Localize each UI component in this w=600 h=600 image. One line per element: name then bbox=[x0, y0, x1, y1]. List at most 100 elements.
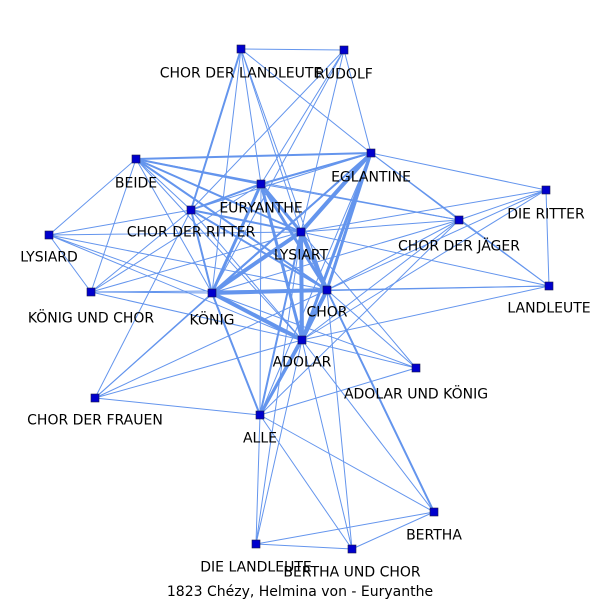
edge-chor-landleute bbox=[326, 285, 550, 291]
node-label-koenig: KÖNIG bbox=[190, 311, 235, 329]
edge-koenig-lysiard bbox=[48, 234, 213, 294]
node-bertha bbox=[429, 507, 439, 517]
edge-euryanthe-alle bbox=[259, 183, 262, 416]
node-lysiard bbox=[44, 230, 54, 240]
node-label-koenig-und-chor: KÖNIG UND CHOR bbox=[28, 309, 155, 327]
edge-chor-adolar-und-koenig bbox=[326, 289, 417, 369]
edge-adolar-chor-der-ritter bbox=[190, 209, 303, 341]
node-die-ritter bbox=[541, 185, 551, 195]
edge-adolar-landleute bbox=[301, 285, 550, 341]
node-label-beide: BEIDE bbox=[115, 176, 157, 192]
edge-alle-bertha bbox=[259, 414, 435, 513]
edge-adolar-bertha-und-chor bbox=[301, 339, 353, 550]
edge-euryanthe-chor-der-landleute bbox=[240, 48, 262, 185]
edge-adolar-alle bbox=[258, 338, 304, 417]
edge-lysiart-die-ritter bbox=[300, 189, 547, 233]
edge-lysiart-chor-der-jaeger bbox=[300, 219, 460, 233]
edge-adolar-lysiard bbox=[48, 234, 303, 341]
edge-chor-der-jaeger-landleute bbox=[458, 219, 550, 287]
node-label-lysiard: LYSIARD bbox=[20, 250, 78, 266]
edge-koenig-beide bbox=[135, 158, 213, 294]
node-label-bertha: BERTHA bbox=[406, 528, 462, 544]
edge-lysiard-koenig-und-chor bbox=[48, 234, 92, 293]
edge-rudolf-chor-der-ritter bbox=[190, 49, 345, 211]
edge-eglantine-beide bbox=[135, 152, 372, 160]
edge-chor-lysiard bbox=[48, 234, 328, 291]
edge-beide-lysiard bbox=[48, 158, 137, 236]
edge-adolar-die-ritter bbox=[301, 189, 547, 341]
edge-chor-der-frauen-eglantine bbox=[94, 152, 372, 399]
edge-chor-der-ritter-chor-der-frauen bbox=[94, 209, 192, 399]
node-label-alle: ALLE bbox=[243, 431, 277, 447]
edge-eglantine-rudolf bbox=[343, 49, 372, 154]
node-lysiart bbox=[296, 227, 306, 237]
edge-euryanthe-rudolf bbox=[260, 49, 345, 185]
node-label-landleute: LANDLEUTE bbox=[507, 301, 590, 317]
node-alle bbox=[255, 410, 265, 420]
edge-adolar-beide bbox=[135, 158, 303, 341]
edge-chor-beide bbox=[135, 158, 328, 291]
edge-chor-chor-der-jaeger bbox=[326, 219, 460, 291]
node-chor-der-jaeger bbox=[454, 215, 464, 225]
node-label-eglantine: EGLANTINE bbox=[331, 170, 411, 186]
node-euryanthe bbox=[256, 179, 266, 189]
edge-eglantine-chor-der-ritter bbox=[190, 152, 372, 211]
edge-eglantine-alle bbox=[259, 152, 372, 416]
edge-beide-koenig-und-chor bbox=[90, 158, 137, 293]
edge-lysiart-lysiard bbox=[48, 231, 302, 236]
edge-chor-chor-der-frauen bbox=[94, 289, 328, 399]
node-label-euryanthe: EURYANTHE bbox=[219, 201, 302, 217]
edge-bertha-bertha-und-chor bbox=[351, 511, 435, 550]
node-label-adolar: ADOLAR bbox=[273, 355, 332, 371]
node-label-bertha-und-chor: BERTHA UND CHOR bbox=[283, 565, 421, 581]
edge-chor-euryanthe bbox=[259, 182, 329, 292]
node-label-rudolf: RUDOLF bbox=[315, 67, 373, 83]
edge-koenig-chor-der-ritter bbox=[190, 209, 213, 294]
edge-lysiart-chor-der-landleute bbox=[240, 48, 302, 233]
edge-adolar-chor-der-jaeger bbox=[301, 219, 460, 341]
edge-lysiart-alle bbox=[259, 231, 302, 416]
node-label-chor-der-ritter: CHOR DER RITTER bbox=[127, 225, 256, 241]
edge-chor-die-ritter bbox=[326, 189, 547, 291]
edge-lysiart-rudolf bbox=[300, 49, 345, 233]
edge-eglantine-chor-der-landleute bbox=[240, 48, 372, 154]
node-koenig bbox=[207, 288, 217, 298]
node-landleute bbox=[544, 281, 554, 291]
node-label-chor-der-frauen: CHOR DER FRAUEN bbox=[27, 413, 163, 429]
edge-adolar-adolar-und-koenig bbox=[301, 339, 417, 369]
node-bertha-und-chor bbox=[347, 544, 357, 554]
edge-lysiart-beide bbox=[135, 158, 302, 233]
node-label-chor-der-jaeger: CHOR DER JÄGER bbox=[398, 237, 520, 255]
edge-chor-der-jaeger-alle bbox=[259, 219, 460, 416]
diagram-title: 1823 Chézy, Helmina von - Euryanthe bbox=[167, 584, 433, 600]
edge-chor-bertha bbox=[326, 289, 435, 513]
edge-alle-chor-der-frauen bbox=[94, 397, 261, 416]
edge-chor-der-landleute-chor-der-ritter bbox=[190, 48, 242, 211]
edge-koenig-lysiart bbox=[210, 230, 303, 295]
node-label-die-ritter: DIE RITTER bbox=[507, 207, 585, 223]
nodes-layer bbox=[44, 44, 554, 554]
edge-adolar-bertha bbox=[301, 339, 435, 513]
edge-bertha-die-landleute bbox=[255, 511, 435, 545]
edge-koenig-rudolf bbox=[211, 49, 345, 294]
edge-chor-chor-der-landleute bbox=[240, 48, 328, 291]
edge-lysiart-chor-der-ritter bbox=[190, 209, 302, 233]
edge-lysiart-die-landleute bbox=[255, 231, 302, 545]
edge-euryanthe-chor-der-ritter bbox=[190, 183, 262, 211]
edge-alle-die-landleute bbox=[255, 414, 261, 545]
edge-die-ritter-chor-der-jaeger bbox=[458, 189, 547, 221]
edge-alle-adolar-und-koenig bbox=[259, 367, 417, 416]
edge-chor-chor-der-ritter bbox=[190, 209, 328, 291]
edge-alle-bertha-und-chor bbox=[259, 414, 353, 550]
node-beide bbox=[131, 154, 141, 164]
node-chor bbox=[322, 285, 332, 295]
edge-beide-chor-der-jaeger bbox=[135, 158, 460, 221]
edges-layer bbox=[48, 48, 550, 550]
edge-eglantine-euryanthe bbox=[260, 152, 372, 185]
edge-koenig-chor-der-landleute bbox=[211, 48, 242, 294]
edge-lysiart-adolar-und-koenig bbox=[300, 231, 417, 369]
edge-chor-der-ritter-lysiard bbox=[48, 209, 192, 236]
node-label-chor: CHOR bbox=[306, 305, 347, 321]
edge-koenig-chor-der-jaeger bbox=[211, 219, 460, 294]
edge-eglantine-die-ritter bbox=[370, 152, 547, 191]
